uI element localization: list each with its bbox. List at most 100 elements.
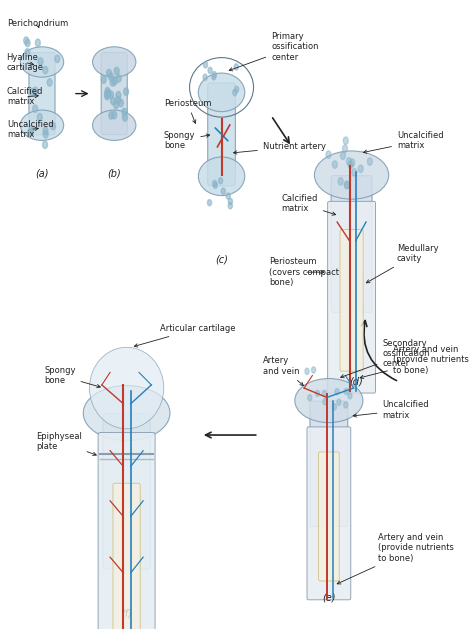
FancyBboxPatch shape <box>98 432 155 632</box>
Text: Hyaline
cartilage: Hyaline cartilage <box>6 52 43 72</box>
Text: (f): (f) <box>121 609 132 619</box>
Circle shape <box>37 113 42 121</box>
Circle shape <box>112 111 117 119</box>
Circle shape <box>337 399 341 405</box>
Circle shape <box>109 112 114 119</box>
Circle shape <box>343 145 347 152</box>
Text: Uncalcified
matrix: Uncalcified matrix <box>364 131 444 154</box>
FancyBboxPatch shape <box>113 483 140 632</box>
FancyBboxPatch shape <box>103 414 150 569</box>
Circle shape <box>367 158 373 166</box>
Circle shape <box>346 157 351 165</box>
Circle shape <box>219 178 223 184</box>
Text: Artery and vein
(provide nutrients
to bone): Artery and vein (provide nutrients to bo… <box>337 533 454 584</box>
FancyBboxPatch shape <box>310 401 348 526</box>
Text: Spongy
bone: Spongy bone <box>44 366 100 387</box>
Circle shape <box>25 49 30 56</box>
Circle shape <box>338 178 343 185</box>
Circle shape <box>43 127 48 135</box>
Circle shape <box>340 152 346 159</box>
Circle shape <box>212 71 217 78</box>
Circle shape <box>332 404 337 410</box>
Circle shape <box>344 402 348 408</box>
Circle shape <box>203 62 208 68</box>
Circle shape <box>212 74 216 80</box>
Circle shape <box>226 193 230 199</box>
Text: (a): (a) <box>35 169 49 179</box>
Text: Calcified
matrix: Calcified matrix <box>7 87 43 106</box>
Circle shape <box>29 126 34 133</box>
Circle shape <box>358 165 363 173</box>
Text: Articular cartilage: Articular cartilage <box>134 324 235 347</box>
FancyBboxPatch shape <box>340 229 363 371</box>
Ellipse shape <box>92 47 136 77</box>
Circle shape <box>305 368 309 374</box>
Circle shape <box>101 76 106 83</box>
Ellipse shape <box>90 348 164 428</box>
Ellipse shape <box>314 151 389 199</box>
FancyBboxPatch shape <box>307 427 351 600</box>
Circle shape <box>110 97 116 105</box>
Circle shape <box>104 90 109 98</box>
Ellipse shape <box>92 110 136 140</box>
Ellipse shape <box>20 47 64 77</box>
Circle shape <box>105 87 110 95</box>
Ellipse shape <box>20 110 64 140</box>
Circle shape <box>344 181 349 189</box>
Text: Periosteum: Periosteum <box>164 99 211 123</box>
Circle shape <box>33 87 38 95</box>
Circle shape <box>235 86 239 92</box>
Circle shape <box>326 151 331 159</box>
FancyBboxPatch shape <box>101 52 128 135</box>
Circle shape <box>109 73 113 80</box>
Ellipse shape <box>83 386 170 441</box>
Circle shape <box>25 39 30 47</box>
Circle shape <box>348 161 353 169</box>
Circle shape <box>105 92 109 100</box>
Text: Artery and vein
(provide nutrients
to bone): Artery and vein (provide nutrients to bo… <box>360 345 469 379</box>
Circle shape <box>343 137 348 145</box>
FancyBboxPatch shape <box>319 452 339 581</box>
Circle shape <box>36 39 40 47</box>
Text: (c): (c) <box>215 255 228 265</box>
Circle shape <box>122 108 127 116</box>
Text: Nutrient artery: Nutrient artery <box>234 142 326 154</box>
Circle shape <box>228 198 232 205</box>
Circle shape <box>124 88 128 95</box>
Text: Spongy
bone: Spongy bone <box>164 131 210 150</box>
Circle shape <box>221 188 225 194</box>
Circle shape <box>308 394 312 401</box>
Circle shape <box>116 75 121 82</box>
Circle shape <box>43 66 48 74</box>
Circle shape <box>116 96 120 104</box>
Circle shape <box>51 122 55 130</box>
Circle shape <box>33 105 37 112</box>
Circle shape <box>311 367 316 373</box>
Circle shape <box>332 161 337 168</box>
Text: Uncalcified
matrix: Uncalcified matrix <box>7 119 54 139</box>
Circle shape <box>212 180 217 186</box>
FancyBboxPatch shape <box>328 202 375 393</box>
Circle shape <box>350 159 355 166</box>
Circle shape <box>24 37 28 44</box>
Circle shape <box>345 181 350 188</box>
Text: Artery
and vein: Artery and vein <box>263 356 303 386</box>
Circle shape <box>323 399 327 405</box>
Circle shape <box>116 92 121 99</box>
FancyBboxPatch shape <box>29 52 55 135</box>
Circle shape <box>122 114 128 121</box>
Circle shape <box>322 390 327 396</box>
Circle shape <box>315 390 319 396</box>
Circle shape <box>352 169 357 176</box>
Circle shape <box>335 389 339 395</box>
Circle shape <box>55 55 60 63</box>
Circle shape <box>228 203 232 209</box>
Circle shape <box>43 130 48 138</box>
Circle shape <box>118 99 123 107</box>
Text: Medullary
cavity: Medullary cavity <box>366 244 438 283</box>
Circle shape <box>114 101 118 109</box>
Circle shape <box>29 88 35 96</box>
Circle shape <box>208 67 212 73</box>
Text: Perichondrium: Perichondrium <box>7 19 68 28</box>
Circle shape <box>107 70 111 77</box>
